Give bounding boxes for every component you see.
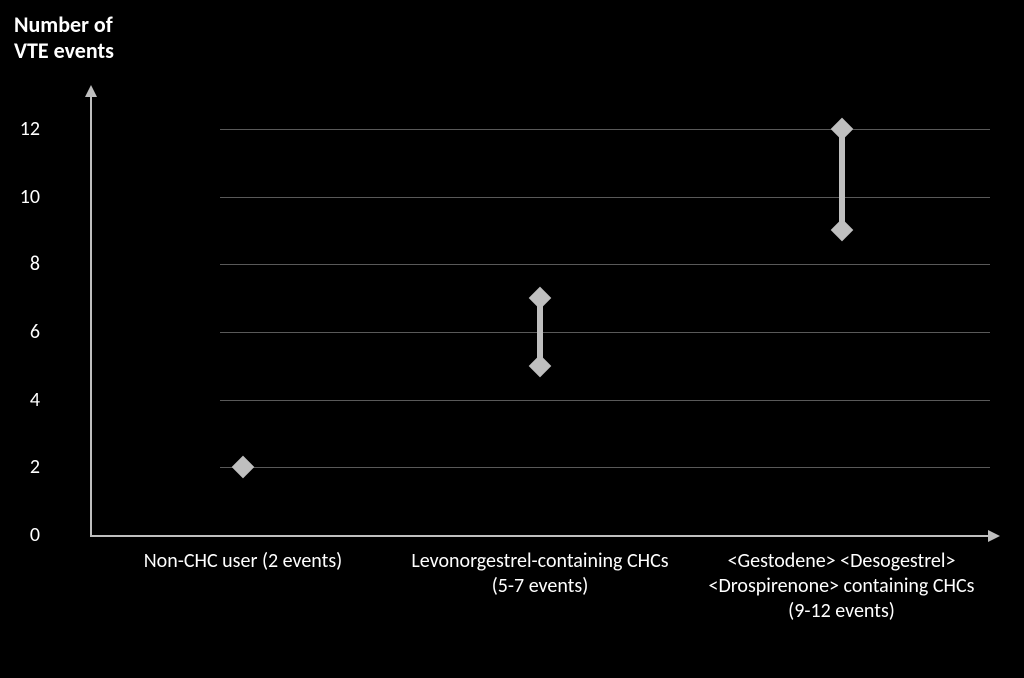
y-tick-label: 12	[0, 117, 40, 141]
x-axis-arrow-icon	[988, 530, 1000, 542]
y-tick-label: 10	[0, 185, 40, 209]
x-category-label: Levonorgestrel-containing CHCs(5-7 event…	[385, 549, 695, 599]
series-marker-icon	[830, 219, 853, 242]
y-tick-label: 8	[0, 252, 40, 276]
x-category-label: <Gestodene> <Desogestrel><Drospirenone> …	[687, 549, 997, 624]
gridline	[220, 332, 990, 333]
y-axis-arrow-icon	[85, 85, 97, 97]
series-marker-icon	[232, 456, 255, 479]
vte-events-chart: Number of VTE events 0 2 4 6 8 10 12 Non-CHC use…	[0, 0, 1024, 678]
gridline	[220, 400, 990, 401]
y-tick-label: 2	[0, 455, 40, 479]
series-range-line	[839, 129, 845, 231]
series-marker-icon	[529, 354, 552, 377]
y-tick-label: 4	[0, 388, 40, 412]
x-axis	[90, 535, 990, 537]
y-axis	[90, 95, 92, 535]
series-marker-icon	[830, 118, 853, 141]
y-tick-label: 6	[0, 320, 40, 344]
x-category-label: Non-CHC user (2 events)	[88, 549, 398, 574]
gridline	[220, 467, 990, 468]
gridline	[220, 129, 990, 130]
gridline	[220, 197, 990, 198]
gridline	[220, 264, 990, 265]
y-axis-title: Number of VTE events	[14, 12, 114, 65]
y-tick-label: 0	[0, 523, 40, 547]
series-marker-icon	[529, 287, 552, 310]
